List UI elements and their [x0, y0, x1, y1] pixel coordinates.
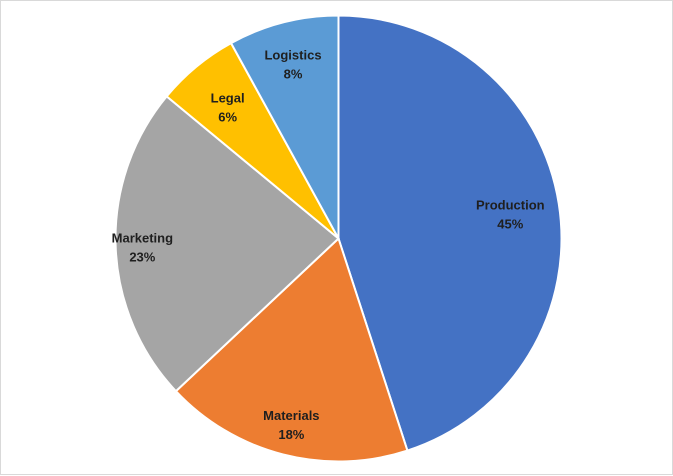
data-label-production: Production 45%	[476, 197, 545, 231]
data-label-logistics: Logistics 8%	[264, 47, 321, 81]
pie-slice-materials	[174, 236, 409, 463]
pie-data-labels: Production 45% Materials 18% Marketing 23% Leg…	[112, 47, 545, 442]
data-label-category: Legal	[211, 90, 245, 105]
data-label-percent: 18%	[278, 427, 304, 442]
data-label-category: Production	[476, 197, 545, 212]
pie-slice-marketing	[114, 94, 341, 393]
data-label-marketing: Marketing 23%	[112, 231, 173, 265]
data-label-category: Materials	[263, 408, 319, 423]
data-label-percent: 8%	[284, 66, 303, 81]
data-label-legal: Legal 6%	[211, 90, 245, 124]
data-label-materials: Materials 18%	[263, 408, 319, 442]
pie-slice-production	[337, 14, 563, 452]
pie-slice-logistics	[229, 14, 340, 239]
pie-slices	[114, 14, 563, 463]
data-label-percent: 45%	[497, 216, 523, 231]
data-label-category: Marketing	[112, 231, 173, 246]
data-label-percent: 6%	[218, 109, 237, 124]
data-label-percent: 23%	[129, 250, 155, 265]
data-label-category: Logistics	[264, 47, 321, 62]
